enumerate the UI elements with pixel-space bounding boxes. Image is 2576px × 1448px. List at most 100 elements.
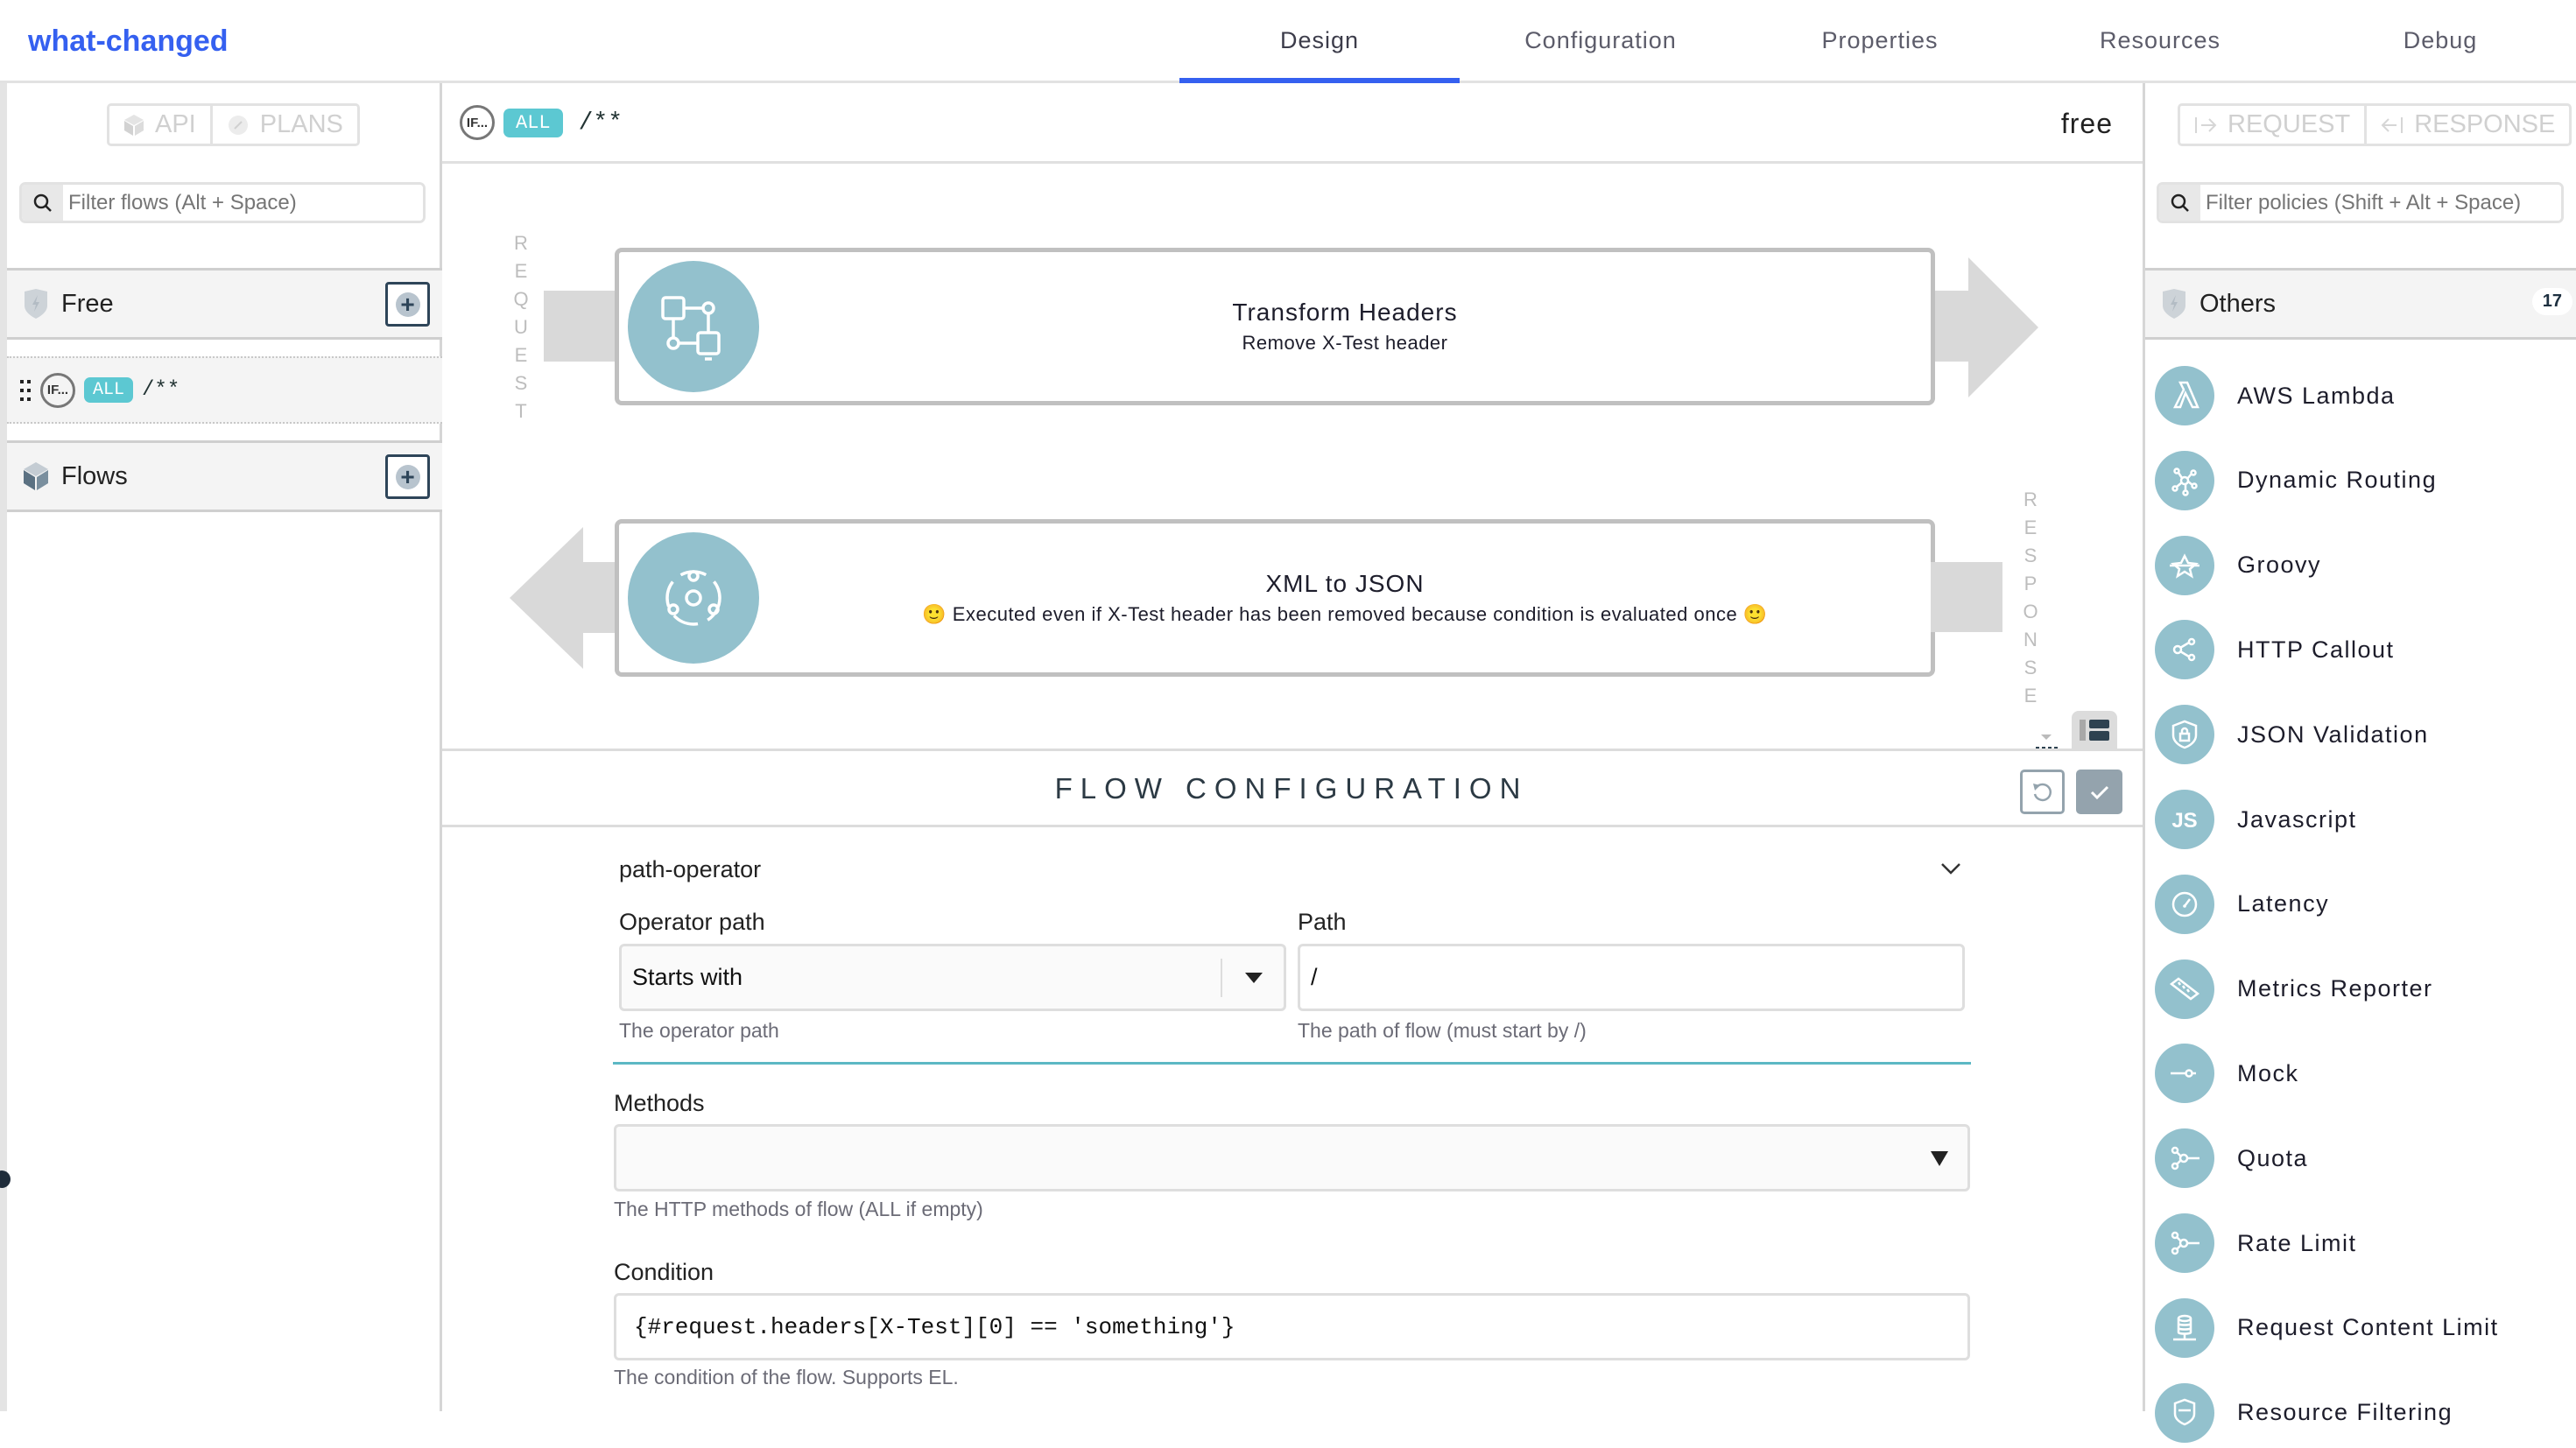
tab-configuration[interactable]: Configuration	[1524, 27, 1677, 53]
plans-button[interactable]: PLANS	[213, 106, 357, 144]
condition-badge: IF...	[40, 372, 75, 408]
path-input[interactable]: /	[1298, 944, 1965, 1011]
share-icon	[2155, 620, 2214, 680]
filter-flows-input[interactable]	[63, 185, 423, 221]
methods-hint: The HTTP methods of flow (ALL if empty)	[614, 1198, 983, 1220]
policy-name: Dynamic Routing	[2237, 467, 2438, 494]
request-response-toggle: REQUEST RESPONSE	[2178, 103, 2572, 146]
flow-summary: IF... ALL /**	[460, 105, 623, 140]
response-button[interactable]: RESPONSE	[2367, 106, 2569, 144]
layout-toggle-button[interactable]	[2072, 711, 2117, 749]
policy-item-latency[interactable]: Latency	[2155, 869, 2329, 939]
sidebar-edge	[0, 83, 7, 1411]
rate-limit-icon	[2155, 1213, 2214, 1273]
plans-label: PLANS	[259, 110, 343, 138]
path-value: /	[1311, 964, 1318, 990]
flow-configuration-title: FLOW CONFIGURATION	[1054, 772, 1529, 805]
method-badge: ALL	[84, 377, 134, 403]
api-button[interactable]: API	[109, 106, 213, 144]
arrow-left-bar-icon	[2381, 116, 2404, 133]
flow-path: /**	[578, 109, 623, 137]
tab-design[interactable]: Design	[1179, 0, 1460, 83]
flow-item[interactable]: IF... ALL /**	[7, 356, 442, 424]
request-button[interactable]: REQUEST	[2180, 106, 2368, 144]
policy-item-json-validation[interactable]: JSON Validation	[2155, 699, 2429, 770]
scroll-indicator[interactable]	[0, 1170, 11, 1188]
gauge-icon	[2155, 874, 2214, 934]
operator-path-select[interactable]: Starts with	[619, 944, 1286, 1011]
policy-item-javascript[interactable]: JS Javascript	[2155, 784, 2357, 854]
policy-name: Mock	[2237, 1059, 2299, 1086]
path-label: Path	[1298, 909, 1347, 935]
request-connector	[544, 291, 617, 362]
filter-policies-input[interactable]	[2200, 185, 2561, 221]
request-label: REQUEST	[2228, 110, 2351, 138]
add-flow-button[interactable]: +	[385, 282, 430, 327]
plan-section-free[interactable]: Free +	[7, 268, 442, 340]
policy-item-mock[interactable]: Mock	[2155, 1038, 2299, 1108]
policy-name: Rate Limit	[2237, 1229, 2357, 1256]
policy-item-metrics-reporter[interactable]: Metrics Reporter	[2155, 954, 2433, 1024]
policy-item-dynamic-routing[interactable]: Dynamic Routing	[2155, 446, 2437, 516]
add-flow-button[interactable]: +	[385, 454, 430, 499]
caret-down-icon	[1245, 973, 1263, 983]
condition-input[interactable]: {#request.headers[X-Test][0] == 'somethi…	[614, 1293, 1970, 1360]
policy-item-aws-lambda[interactable]: AWS Lambda	[2155, 361, 2396, 431]
policy-name: Latency	[2237, 890, 2330, 917]
mock-icon	[2155, 1044, 2214, 1104]
path-operator-section[interactable]: path-operator	[619, 856, 762, 882]
policy-item-quota[interactable]: Quota	[2155, 1123, 2308, 1193]
tab-debug[interactable]: Debug	[2403, 27, 2478, 53]
plan-name: Free	[61, 289, 114, 318]
select-divider	[1221, 959, 1222, 997]
flows-label: Flows	[61, 461, 128, 490]
request-policy-card[interactable]: Transform Headers Remove X-Test header	[615, 248, 1935, 405]
policy-name: HTTP Callout	[2237, 636, 2395, 663]
policy-item-groovy[interactable]: Groovy	[2155, 531, 2321, 601]
badge-percent-icon	[228, 115, 248, 135]
policy-item-resource-filtering[interactable]: Resource Filtering	[2155, 1378, 2453, 1448]
policy-description: 🙂 Executed even if X-Test header has bee…	[922, 603, 1768, 625]
tab-properties[interactable]: Properties	[1821, 27, 1939, 53]
policy-item-http-callout[interactable]: HTTP Callout	[2155, 615, 2395, 685]
flow-header: IF... ALL /** free	[442, 83, 2143, 164]
flows-section[interactable]: Flows +	[7, 440, 442, 512]
svg-text:JS: JS	[2171, 809, 2197, 833]
cube-icon	[124, 114, 144, 136]
caret-down-icon	[1931, 1151, 1948, 1166]
operator-path-value: Starts with	[632, 964, 743, 990]
response-policy-card[interactable]: XML to JSON 🙂 Executed even if X-Test he…	[615, 519, 1935, 677]
policy-name: Request Content Limit	[2237, 1314, 2499, 1341]
policy-item-request-content-limit[interactable]: Request Content Limit	[2155, 1293, 2499, 1363]
plus-icon: +	[395, 464, 420, 489]
search-icon	[2159, 185, 2200, 221]
methods-select[interactable]	[614, 1124, 1970, 1191]
api-label: API	[155, 110, 196, 138]
cube-icon	[24, 462, 48, 490]
api-name: what-changed	[28, 25, 229, 58]
condition-hint: The condition of the flow. Supports EL.	[614, 1366, 959, 1388]
groovy-icon	[2155, 535, 2214, 595]
save-button[interactable]	[2076, 770, 2122, 814]
lambda-icon	[2155, 366, 2214, 425]
reset-button[interactable]	[2020, 770, 2065, 814]
flow-configuration-header: FLOW CONFIGURATION	[442, 749, 2143, 827]
operator-path-hint: The operator path	[619, 1019, 779, 1042]
arrow-right-bar-icon	[2195, 116, 2217, 133]
chevron-down-icon[interactable]	[1940, 861, 1961, 875]
policy-name: Quota	[2237, 1144, 2309, 1171]
xml-to-json-icon	[628, 532, 759, 664]
database-icon	[2155, 1297, 2214, 1358]
drag-handle-icon[interactable]	[19, 379, 32, 402]
ruler-icon	[2155, 959, 2214, 1019]
policy-category-others[interactable]: Others 17	[2145, 268, 2576, 340]
layout-split-icon	[2080, 719, 2109, 741]
methods-label: Methods	[614, 1090, 705, 1116]
js-icon: JS	[2155, 790, 2214, 849]
policy-item-rate-limit[interactable]: Rate Limit	[2155, 1208, 2357, 1278]
policy-title: Transform Headers	[1232, 299, 1458, 326]
policy-title: XML to JSON	[1265, 570, 1425, 597]
search-icon	[22, 185, 63, 221]
tab-resources[interactable]: Resources	[2099, 27, 2221, 53]
condition-label: Condition	[614, 1259, 714, 1285]
